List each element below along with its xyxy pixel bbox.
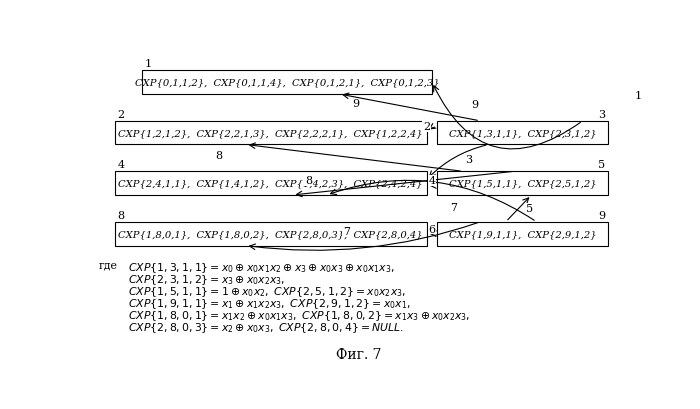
Text: 3: 3	[598, 110, 606, 119]
FancyBboxPatch shape	[438, 121, 608, 145]
Text: 7: 7	[343, 226, 350, 236]
Text: 5: 5	[526, 204, 533, 214]
Text: CXP{2,4,1,1},  CXP{1,4,1,2},  CXP{1,4,2,3},  CXP{2,4,2,4}: CXP{2,4,1,1}, CXP{1,4,1,2}, CXP{1,4,2,3}…	[118, 179, 423, 188]
Text: 6: 6	[428, 224, 435, 234]
Text: CXP{1,8,0,1},  CXP{1,8,0,2},  CXP{2,8,0,3},  CXP{2,8,0,4}: CXP{1,8,0,1}, CXP{1,8,0,2}, CXP{2,8,0,3}…	[118, 229, 423, 238]
Text: $\mathit{CXP}\{2,3,1,2\} = x_3 \oplus x_0x_2x_3,$: $\mathit{CXP}\{2,3,1,2\} = x_3 \oplus x_…	[128, 272, 286, 286]
Text: Фиг. 7: Фиг. 7	[336, 348, 382, 362]
Text: CXP{1,9,1,1},  CXP{2,9,1,2}: CXP{1,9,1,1}, CXP{2,9,1,2}	[449, 229, 596, 238]
Text: 8: 8	[118, 210, 125, 220]
FancyBboxPatch shape	[141, 71, 432, 95]
Text: 8: 8	[305, 175, 312, 186]
Text: CXP{1,5,1,1},  CXP{2,5,1,2}: CXP{1,5,1,1}, CXP{2,5,1,2}	[449, 179, 596, 188]
Text: 3: 3	[465, 155, 472, 164]
Text: $\mathit{CXP}\{1,8,0,1\} = x_1x_2 \oplus x_0x_1x_3,\ \mathit{CXP}\{1,8,0,2\} = x: $\mathit{CXP}\{1,8,0,1\} = x_1x_2 \oplus…	[128, 308, 470, 322]
Text: где: где	[98, 260, 117, 270]
Text: 9: 9	[471, 100, 478, 110]
FancyBboxPatch shape	[115, 222, 426, 246]
Text: 9: 9	[598, 210, 606, 220]
Text: CXP{1,2,1,2},  CXP{2,2,1,3},  CXP{2,2,2,1},  CXP{1,2,2,4}: CXP{1,2,1,2}, CXP{2,2,1,3}, CXP{2,2,2,1}…	[118, 129, 423, 138]
FancyBboxPatch shape	[438, 172, 608, 196]
Text: 5: 5	[598, 160, 606, 170]
FancyBboxPatch shape	[438, 222, 608, 246]
FancyBboxPatch shape	[115, 172, 426, 196]
Text: 1: 1	[635, 91, 642, 101]
Text: CXP{0,1,1,2},  CXP{0,1,1,4},  CXP{0,1,2,1},  CXP{0,1,2,3}: CXP{0,1,1,2}, CXP{0,1,1,4}, CXP{0,1,2,1}…	[134, 79, 439, 88]
Text: $\mathit{CXP}\{1,3,1,1\} = x_0 \oplus x_0x_1x_2 \oplus x_3 \oplus x_0x_3 \oplus : $\mathit{CXP}\{1,3,1,1\} = x_0 \oplus x_…	[128, 260, 395, 274]
FancyBboxPatch shape	[115, 121, 426, 145]
Text: CXP{1,3,1,1},  CXP{2,3,1,2}: CXP{1,3,1,1}, CXP{2,3,1,2}	[449, 129, 596, 138]
Text: 7: 7	[450, 202, 457, 212]
Text: 4: 4	[118, 160, 125, 170]
Text: $\mathit{CXP}\{2,8,0,3\} = x_2 \oplus x_0x_3,\ \mathit{CXP}\{2,8,0,4\} = NULL.$: $\mathit{CXP}\{2,8,0,3\} = x_2 \oplus x_…	[128, 320, 404, 334]
Text: 8: 8	[215, 151, 222, 160]
Text: 9: 9	[352, 99, 359, 108]
Text: 4: 4	[428, 176, 435, 186]
Text: 2: 2	[118, 110, 125, 119]
Text: 2: 2	[423, 121, 430, 132]
Text: $\mathit{CXP}\{1,5,1,1\} = 1 \oplus x_0x_2,\ \mathit{CXP}\{2,5,1,2\} = x_0x_2x_3: $\mathit{CXP}\{1,5,1,1\} = 1 \oplus x_0x…	[128, 284, 406, 298]
Text: $\mathit{CXP}\{1,9,1,1\} = x_1 \oplus x_1x_2x_3,\ \mathit{CXP}\{2,9,1,2\} = x_0x: $\mathit{CXP}\{1,9,1,1\} = x_1 \oplus x_…	[128, 296, 411, 310]
Text: 1: 1	[144, 59, 152, 69]
